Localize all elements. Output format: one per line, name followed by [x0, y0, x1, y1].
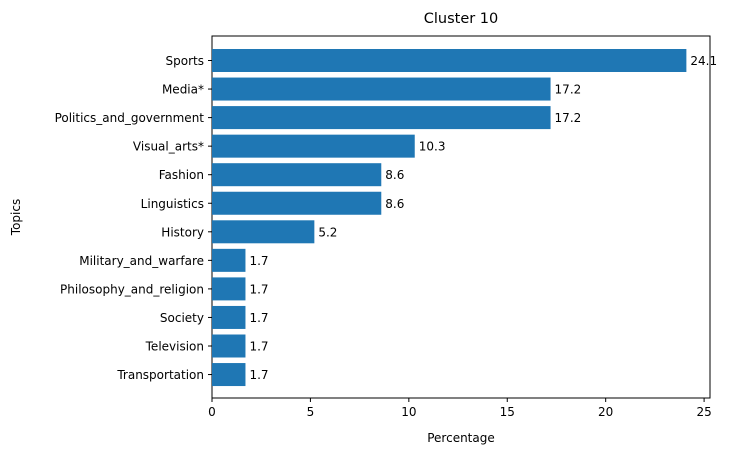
data-label: 8.6 [385, 168, 404, 182]
y-tick-label: Sports [166, 54, 204, 68]
y-tick-label: Society [160, 311, 204, 325]
data-label: 1.7 [249, 254, 268, 268]
x-tick-label: 10 [401, 405, 416, 419]
x-tick-label: 15 [500, 405, 515, 419]
data-label: 1.7 [249, 340, 268, 354]
y-axis: Sports Media* Politics_and_government Visua… [55, 54, 212, 382]
x-axis: 0 5 10 15 20 25 [208, 398, 712, 419]
y-tick-label: Linguistics [141, 197, 204, 211]
bar [212, 134, 415, 158]
bar [212, 163, 382, 187]
bar [212, 363, 246, 387]
y-tick-label: Philosophy_and_religion [60, 282, 204, 296]
bar [212, 49, 687, 72]
data-label: 24.1 [690, 54, 717, 68]
y-tick-label: Visual_arts* [133, 140, 204, 154]
y-tick-label: Fashion [159, 168, 204, 182]
bar [212, 305, 246, 329]
bar [212, 248, 246, 272]
x-tick-label: 20 [598, 405, 613, 419]
data-label: 1.7 [249, 311, 268, 325]
bar [212, 77, 551, 101]
data-label: 17.2 [555, 111, 582, 125]
y-tick-label: Media* [162, 83, 204, 97]
x-tick-label: 25 [696, 405, 711, 419]
y-tick-label: Military_and_warfare [79, 254, 204, 268]
bar [212, 277, 246, 301]
x-tick-label: 0 [208, 405, 216, 419]
bar [212, 334, 246, 358]
y-tick-label: History [161, 225, 204, 239]
x-tick-label: 5 [307, 405, 315, 419]
data-label: 5.2 [318, 225, 337, 239]
y-tick-label: Transportation [116, 368, 204, 382]
bar [212, 220, 315, 244]
x-axis-title: Percentage [427, 431, 495, 445]
plot-area [211, 35, 711, 399]
bar [212, 106, 551, 130]
chart-title: Cluster 10 [424, 11, 499, 27]
y-tick-label: Politics_and_government [55, 111, 205, 125]
data-label: 1.7 [249, 282, 268, 296]
data-label: 8.6 [385, 197, 404, 211]
data-label: 17.2 [555, 83, 582, 97]
bar [212, 191, 382, 215]
bars-layer: 24.1 17.2 17.2 10.3 8.6 8.6 5.2 1.7 1.7 1.7 1.7 1.7 [212, 49, 717, 387]
y-axis-title: Topics [9, 199, 23, 236]
y-tick-label: Television [145, 340, 204, 354]
data-label: 1.7 [249, 368, 268, 382]
data-label: 10.3 [419, 140, 446, 154]
